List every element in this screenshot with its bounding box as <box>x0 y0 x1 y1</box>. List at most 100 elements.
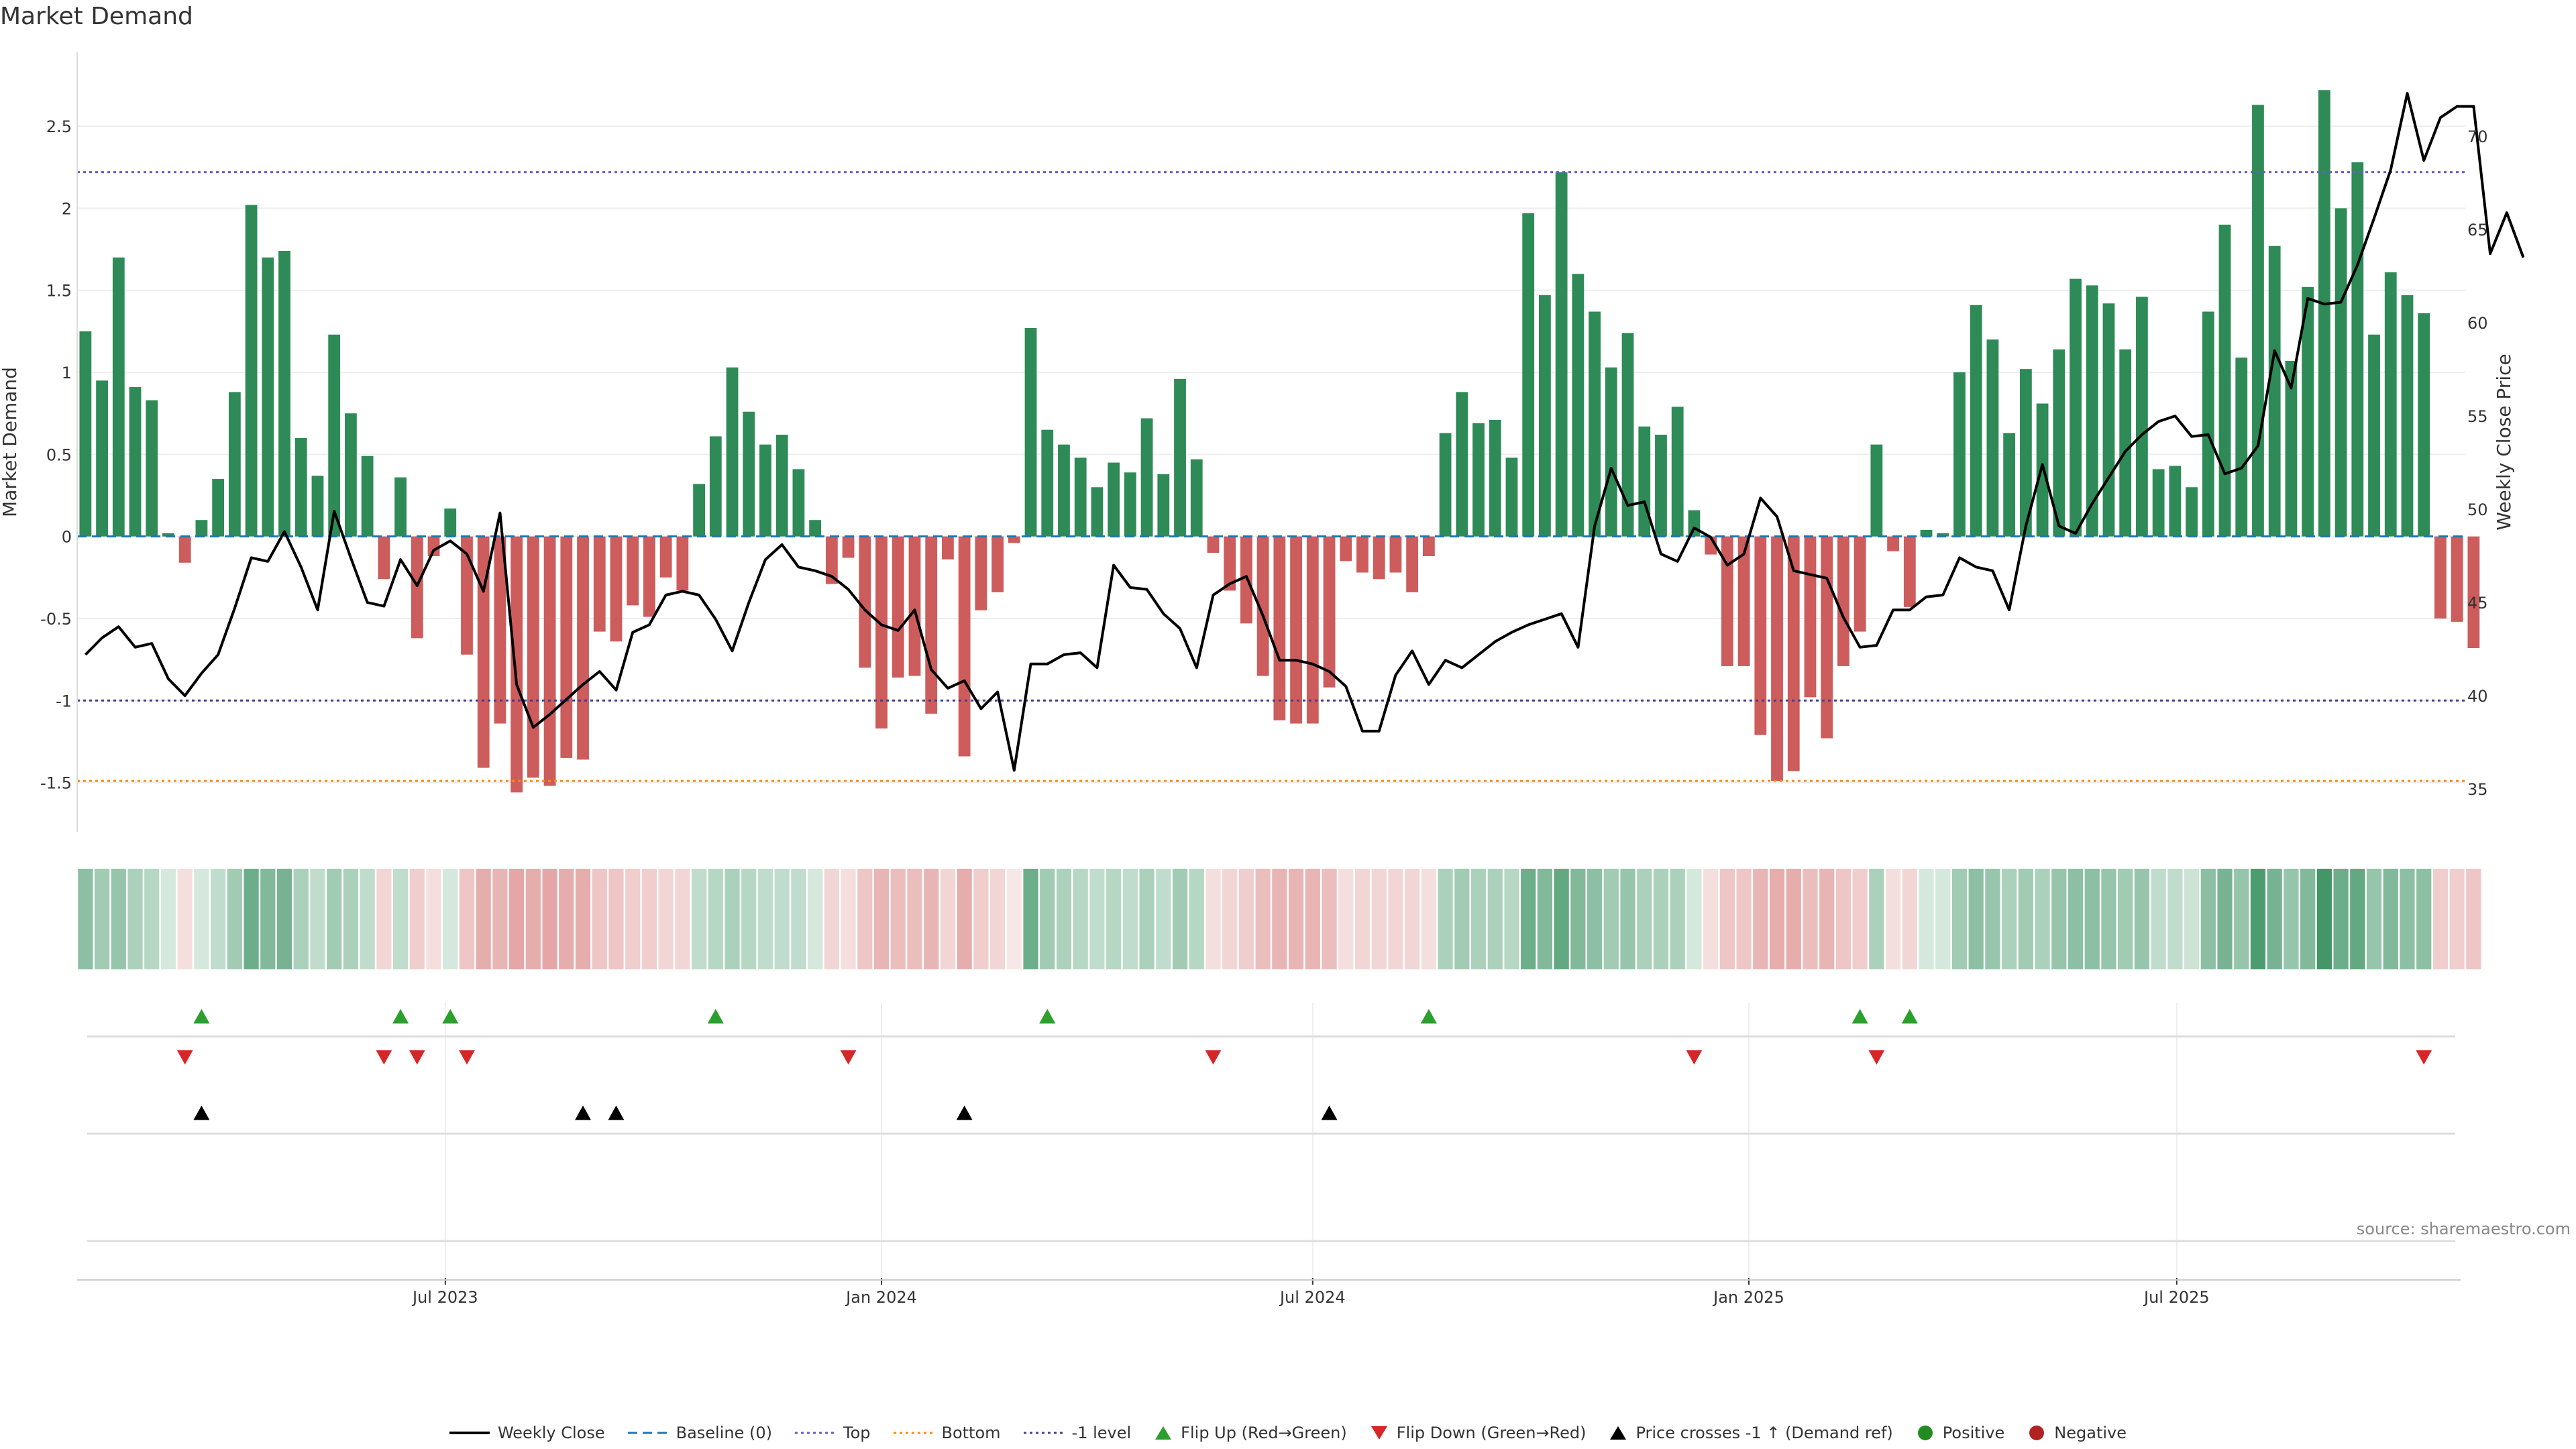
strip-cell <box>1073 869 1088 969</box>
demand-bar <box>427 536 440 557</box>
swatch-dot <box>2029 1426 2045 1440</box>
swatch-triangle <box>1371 1426 1387 1440</box>
swatch-dot <box>1917 1426 1933 1440</box>
y2-axis-title: Weekly Close Price <box>2493 354 2515 530</box>
x-tick-label: Jan 2024 <box>845 1288 917 1307</box>
strip-cell <box>1968 869 1984 969</box>
demand-bar <box>2252 105 2264 537</box>
demand-bar <box>2136 297 2148 537</box>
strip-cell <box>1985 869 2000 969</box>
y-tick-label: 0.5 <box>46 445 72 464</box>
demand-bar <box>1024 327 1037 537</box>
strip-cell <box>2134 869 2150 969</box>
strip-cell <box>2449 869 2465 969</box>
demand-bar <box>958 536 971 757</box>
strip-cell <box>1139 869 1155 969</box>
price-cross-marker <box>956 1106 973 1120</box>
strip-cell <box>575 869 591 969</box>
demand-bar <box>726 367 739 537</box>
demand-bar <box>1854 536 1866 632</box>
strip-cell <box>1438 869 1453 969</box>
flip-down-marker <box>1686 1050 1703 1065</box>
demand-bar <box>560 536 573 758</box>
demand-bar <box>1555 172 1568 537</box>
demand-bar <box>643 536 655 617</box>
demand-bar <box>2186 487 2198 537</box>
demand-bar <box>1373 536 1385 580</box>
legend-item-positive: Positive <box>1916 1424 2004 1442</box>
strip-cell <box>2068 869 2084 969</box>
demand-bar <box>1655 434 1667 537</box>
strip-cell <box>1470 869 1487 969</box>
demand-bar <box>792 469 805 537</box>
source-note: source: sharemaestro.com <box>2356 1220 2571 1238</box>
demand-bar <box>378 536 390 580</box>
strip-cell <box>2200 869 2216 969</box>
strip-cell <box>343 869 359 969</box>
strip-cell <box>1919 869 1934 969</box>
demand-bar <box>2086 285 2098 537</box>
strip-cell <box>244 869 259 969</box>
strip-cell <box>1371 869 1387 969</box>
legend-label: Flip Up (Red→Green) <box>1181 1424 1347 1442</box>
minus-one-swatch-icon <box>1023 1432 1064 1434</box>
demand-bar <box>1572 274 1585 537</box>
demand-bar <box>1589 311 1601 537</box>
demand-bar <box>1920 529 1933 537</box>
legend-label: -1 level <box>1071 1424 1132 1442</box>
top-swatch-icon <box>795 1432 835 1434</box>
strip-cell <box>741 869 757 969</box>
demand-bar <box>1074 458 1087 537</box>
legend-label: Baseline (0) <box>676 1424 772 1442</box>
strip-cell <box>2300 869 2316 969</box>
demand-bar <box>228 392 241 537</box>
legend-label: Price crosses -1 ↑ (Demand ref) <box>1635 1424 1893 1442</box>
demand-bar <box>693 484 705 537</box>
strip-cell <box>194 869 209 969</box>
strip-cell <box>1554 869 1569 969</box>
demand-bar <box>892 536 904 678</box>
strip-cell <box>1719 869 1735 969</box>
demand-bar <box>1837 536 1849 666</box>
demand-bar <box>2218 224 2231 537</box>
demand-bar <box>975 536 987 610</box>
axes: -1.5 -1 -0.5 0 0.5 1 1.5 2 2.5 35 40 45 50 55 60 65 70 Ma… <box>0 52 2515 1307</box>
strip-cell <box>1587 869 1603 969</box>
strip-cell <box>1172 869 1188 969</box>
strip-cell <box>1040 869 1055 969</box>
legend-label: Negative <box>2054 1424 2127 1442</box>
demand-bar <box>1887 536 1899 551</box>
strip-cell <box>1670 869 1685 969</box>
strip-cell <box>757 869 773 969</box>
legend-label: Weekly Close <box>497 1424 605 1442</box>
demand-bar <box>1041 429 1054 537</box>
strip-cell <box>857 869 873 969</box>
strip-cell <box>1238 869 1254 969</box>
strip-cell <box>1935 869 1951 969</box>
demand-bar <box>1787 536 1800 771</box>
strip-cell <box>160 869 176 969</box>
demand-bar <box>2152 469 2165 537</box>
demand-bar <box>1953 372 1966 537</box>
strip-cell <box>177 869 193 969</box>
demand-bar <box>1937 533 1949 537</box>
baseline-swatch-icon <box>627 1432 668 1434</box>
demand-bar <box>1721 536 1733 666</box>
demand-bar <box>2368 334 2380 537</box>
strip-cell <box>2084 869 2100 969</box>
strip-cell <box>2400 869 2415 969</box>
demand-bar <box>129 387 142 537</box>
legend-item-minus-one: -1 level <box>1023 1424 1132 1442</box>
strip-cell <box>1222 869 1238 969</box>
strip-cell <box>2151 869 2166 969</box>
strip-cell <box>1205 869 1221 969</box>
demand-bar <box>1821 536 1833 739</box>
demand-bar <box>1008 536 1020 543</box>
strip-cell <box>2416 869 2432 969</box>
strip-cell <box>2234 869 2249 969</box>
strip-cell <box>360 869 375 969</box>
strip-cell <box>376 869 392 969</box>
strip-cell <box>2267 869 2282 969</box>
strip-cell <box>1106 869 1122 969</box>
legend-item-baseline: Baseline (0) <box>627 1424 772 1442</box>
